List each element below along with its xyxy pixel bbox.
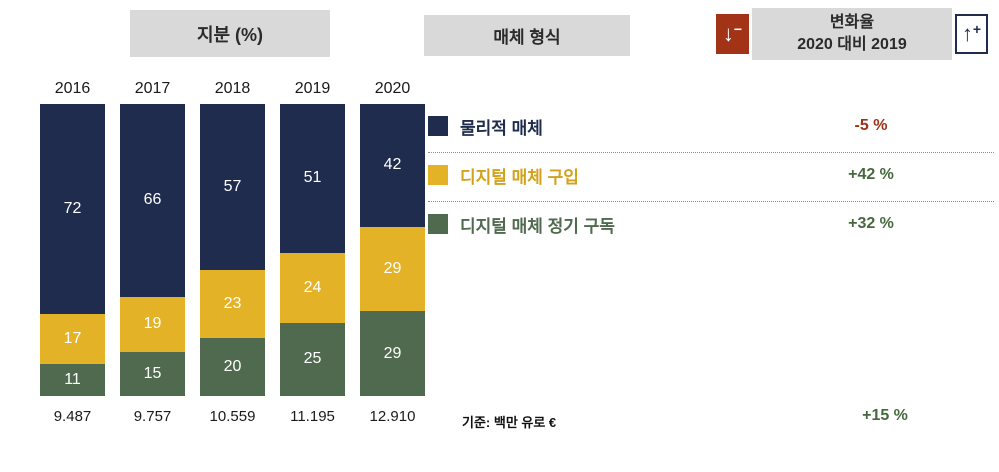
legend-row-series-2: 디지털 매체 정기 구독 +32 %	[428, 212, 994, 236]
change-rate-header-line2: 2020 대비 2019	[797, 36, 907, 53]
bar-segment-series-2: 29	[360, 311, 425, 396]
bar-total: 9.757	[133, 408, 172, 425]
segment-value: 57	[223, 178, 242, 196]
segment-value: 29	[383, 344, 402, 362]
segment-value: 20	[223, 357, 242, 375]
decrease-arrow-icon: ↓ −	[716, 14, 749, 54]
bar-segment-series-0: 72	[40, 104, 105, 315]
legend-change-value: -5 %	[854, 117, 888, 134]
bar-segment-series-0: 51	[280, 104, 345, 253]
segment-value: 23	[223, 295, 242, 313]
segment-value: 51	[303, 169, 322, 187]
plus-glyph: +	[972, 21, 982, 37]
bar-segment-series-0: 42	[360, 104, 425, 227]
segment-value: 66	[143, 191, 162, 209]
segment-value: 29	[383, 259, 402, 277]
legend-label: 디지털 매체 정기 구독	[460, 216, 615, 236]
media-type-header: 매체 형식	[424, 15, 630, 56]
bar-segment-series-0: 57	[200, 104, 265, 271]
bar-total: 9.487	[53, 408, 92, 425]
bar-segment-series-1: 24	[280, 252, 345, 323]
segment-value: 11	[64, 370, 81, 388]
increase-arrow-icon: ↑ +	[955, 14, 988, 54]
bar-stack: 51 24 25	[280, 104, 345, 396]
bar-total: 12.910	[369, 408, 416, 425]
bar-segment-series-2: 15	[120, 352, 185, 396]
legend-label: 디지털 매체 구입	[460, 167, 579, 187]
change-rate-header: 변화율 2020 대비 2019	[752, 8, 952, 60]
up-arrow-glyph: ↑	[961, 21, 973, 46]
share-header-label: 지분 (%)	[196, 24, 264, 45]
legend-divider	[428, 152, 994, 153]
legend-swatch	[428, 214, 448, 234]
bar-segment-series-2: 20	[200, 337, 265, 396]
legend-swatch	[428, 116, 448, 136]
segment-value: 17	[63, 330, 82, 348]
year-label: 2019	[294, 80, 331, 97]
bar-total: 10.559	[209, 408, 256, 425]
stacked-bar-chart: 2016 72 17 11 9.487 2017 66 19 15 9.757 2018 57 23 20…	[40, 80, 440, 440]
legend-row-series-0: 물리적 매체 -5 %	[428, 114, 994, 138]
bar-stack: 66 19 15	[120, 104, 185, 396]
bar-segment-series-1: 19	[120, 296, 185, 353]
bar-column-2019: 2019 51 24 25 11.195	[280, 80, 345, 432]
year-label: 2020	[374, 80, 411, 97]
share-header: 지분 (%)	[130, 10, 330, 57]
media-type-header-label: 매체 형식	[493, 28, 561, 47]
minus-glyph: −	[733, 21, 743, 37]
bar-column-2020: 2020 42 29 29 12.910	[360, 80, 425, 432]
year-label: 2017	[134, 80, 171, 97]
segment-value: 19	[143, 315, 162, 333]
bar-segment-series-1: 17	[40, 314, 105, 364]
bar-total: 11.195	[290, 408, 335, 425]
bar-segment-series-1: 29	[360, 226, 425, 312]
bar-segment-series-1: 23	[200, 270, 265, 338]
year-label: 2018	[214, 80, 251, 97]
legend-change-value: +32 %	[848, 215, 894, 232]
total-change-value: +15 %	[862, 407, 908, 424]
legend-divider	[428, 201, 994, 202]
bar-stack: 42 29 29	[360, 104, 425, 396]
segment-value: 24	[303, 278, 322, 296]
legend-change-value: +42 %	[848, 166, 894, 183]
segment-value: 42	[383, 156, 402, 174]
bar-stack: 72 17 11	[40, 104, 105, 396]
bar-column-2018: 2018 57 23 20 10.559	[200, 80, 265, 432]
legend-swatch	[428, 165, 448, 185]
bar-segment-series-0: 66	[120, 104, 185, 297]
segment-value: 25	[303, 350, 322, 368]
bar-segment-series-2: 11	[40, 363, 105, 396]
year-label: 2016	[54, 80, 91, 97]
segment-value: 15	[143, 365, 162, 383]
bar-column-2016: 2016 72 17 11 9.487	[40, 80, 105, 432]
change-rate-header-line1: 변화율	[829, 14, 875, 32]
bar-stack: 57 23 20	[200, 104, 265, 396]
unit-note: 기준: 백만 유로 €	[462, 415, 557, 430]
legend-label: 물리적 매체	[460, 118, 543, 138]
legend: 물리적 매체 -5 % 디지털 매체 구입 +42 % 디지털 매체 정기 구독 +32 …	[428, 108, 994, 268]
bar-column-2017: 2017 66 19 15 9.757	[120, 80, 185, 432]
bar-segment-series-2: 25	[280, 322, 345, 396]
segment-value: 72	[63, 200, 82, 218]
legend-row-series-1: 디지털 매체 구입 +42 %	[428, 163, 994, 187]
down-arrow-glyph: ↓	[722, 21, 734, 46]
